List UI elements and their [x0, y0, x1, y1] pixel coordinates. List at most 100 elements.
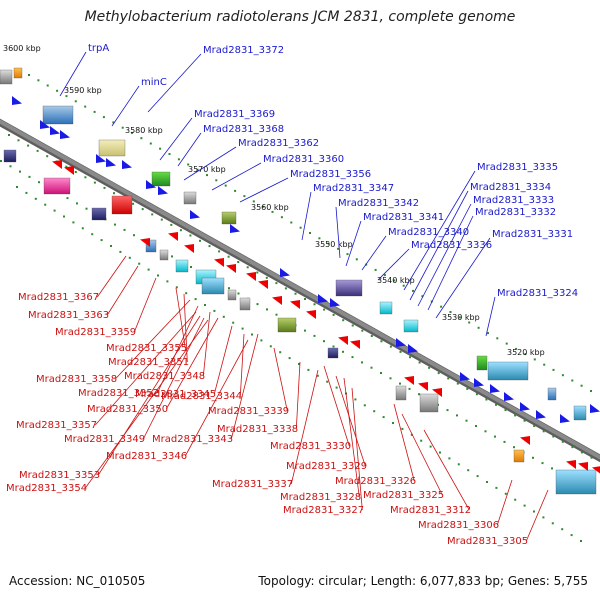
leader-line [175, 287, 186, 349]
tick-dot [25, 191, 28, 194]
gene-arrow [140, 238, 150, 247]
tick-dot [279, 351, 282, 354]
gene-arrow [590, 404, 600, 413]
leader-line [97, 315, 201, 476]
tick-dot [590, 456, 593, 459]
tick-dot [355, 258, 358, 261]
tick-dot [361, 329, 364, 332]
gene-arrow [432, 388, 442, 397]
kbp-tick-label: 3570 kbp [188, 165, 226, 174]
leader-line [335, 375, 366, 467]
leader-line [496, 479, 513, 526]
gene-label-reverse: Mrad2831_3327 [283, 505, 364, 516]
tick-dot [307, 368, 310, 371]
tick-dot [113, 192, 115, 195]
tick-dot [213, 309, 216, 312]
tick-dot [208, 245, 211, 248]
tick-dot [570, 534, 573, 537]
gene-label-reverse: Mrad2831_3339 [208, 406, 289, 417]
gene-block [91, 207, 107, 221]
tick-dot [373, 410, 376, 413]
tick-dot [363, 404, 366, 407]
tick-dot [72, 221, 75, 224]
tick-dot [532, 456, 534, 459]
leader-line [59, 51, 87, 97]
leader-line [335, 206, 341, 259]
gene-arrow [306, 310, 316, 319]
tick-dot [28, 74, 30, 76]
gene-arrow [122, 160, 132, 169]
tick-dot [418, 393, 420, 396]
gene-arrow [520, 436, 530, 445]
gene-label-forward: Mrad2831_3333 [473, 195, 554, 206]
tick-dot [399, 382, 401, 385]
gene-block [555, 469, 597, 495]
gene-label-forward: Mrad2831_3341 [363, 212, 444, 223]
gene-arrow [536, 410, 546, 419]
tick-dot [437, 372, 440, 375]
gene-label-reverse: Mrad2831_3326 [335, 476, 416, 487]
gene-label-forward: Mrad2831_3336 [411, 240, 492, 251]
tick-dot [304, 298, 306, 300]
tick-dot [0, 160, 2, 162]
leader-line [301, 191, 312, 241]
tick-dot [342, 319, 345, 322]
tick-dot [46, 155, 49, 158]
tick-dot [551, 467, 553, 470]
tick-dot [36, 149, 39, 152]
tick-dot [484, 430, 487, 433]
tick-dot [465, 419, 468, 422]
tick-dot [495, 403, 497, 406]
tick-dot [457, 463, 460, 466]
tick-dot [256, 303, 259, 306]
tick-dot [486, 481, 488, 483]
gene-arrow [106, 158, 116, 167]
leader-line [393, 403, 415, 482]
gene-arrow [460, 372, 470, 381]
tick-dot [66, 197, 69, 200]
kbp-tick-label: 3530 kbp [442, 313, 480, 322]
gene-block [513, 449, 525, 463]
tick-dot [467, 469, 470, 472]
gene-label-reverse: Mrad2831_3358 [36, 374, 117, 385]
tick-dot [232, 321, 235, 324]
tick-dot [541, 462, 544, 465]
tick-dot [410, 433, 413, 436]
tick-dot [9, 165, 12, 168]
tick-dot [304, 329, 306, 332]
leader-line [213, 325, 233, 395]
tick-dot [505, 342, 508, 345]
leader-line [525, 489, 549, 542]
gene-arrow [330, 298, 340, 307]
gene-label-forward: Mrad2831_3331 [492, 229, 573, 240]
tick-dot [552, 435, 555, 438]
gene-block [175, 259, 189, 273]
kbp-tick-label: 3550 kbp [315, 240, 353, 249]
gene-block [379, 301, 393, 315]
leader-line [417, 203, 472, 307]
gene-block [145, 239, 157, 253]
tick-dot [84, 105, 87, 108]
leader-line [202, 311, 211, 377]
gene-arrow [418, 382, 428, 391]
tick-dot [269, 345, 272, 348]
tick-dot [266, 308, 268, 311]
map-title: Methylobacterium radiotolerans JCM 2831,… [84, 9, 516, 25]
gene-arrow [396, 338, 406, 347]
tick-dot [523, 504, 526, 507]
tick-dot [533, 358, 536, 361]
tick-dot [168, 153, 171, 155]
tick-dot [123, 228, 126, 231]
leader-line [177, 132, 202, 167]
tick-dot [418, 361, 421, 364]
gene-block [335, 279, 363, 297]
gene-label-reverse: Mrad2831_3312 [390, 505, 471, 516]
gene-arrow [578, 462, 588, 471]
tick-dot [477, 326, 480, 329]
gene-arrow [52, 160, 62, 169]
kbp-tick-label: 3580 kbp [125, 126, 163, 135]
gene-arrow [318, 294, 328, 303]
tick-dot [580, 384, 583, 387]
gene-label-forward: Mrad2831_3334 [470, 182, 551, 193]
gene-label-reverse: Mrad2831_3353 [19, 470, 100, 481]
